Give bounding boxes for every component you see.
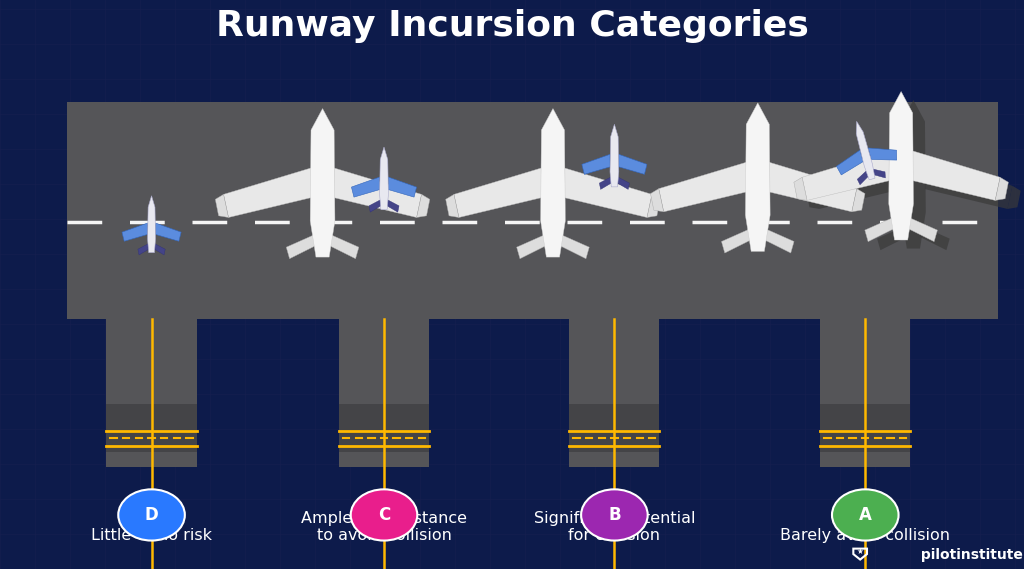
Polygon shape bbox=[559, 234, 589, 259]
Polygon shape bbox=[310, 109, 335, 257]
Text: D: D bbox=[144, 506, 159, 524]
Text: Little or no risk: Little or no risk bbox=[91, 529, 212, 543]
Polygon shape bbox=[517, 234, 547, 259]
Polygon shape bbox=[541, 109, 565, 257]
Polygon shape bbox=[865, 217, 895, 242]
Polygon shape bbox=[658, 162, 746, 212]
Text: Barely avoid collision: Barely avoid collision bbox=[780, 529, 950, 543]
Polygon shape bbox=[454, 168, 542, 217]
Polygon shape bbox=[155, 244, 165, 255]
Polygon shape bbox=[650, 189, 664, 212]
Polygon shape bbox=[329, 234, 358, 259]
Polygon shape bbox=[1008, 186, 1021, 209]
Polygon shape bbox=[837, 150, 863, 175]
Text: Ample time/distance
to avoid collision: Ample time/distance to avoid collision bbox=[301, 511, 467, 543]
Text: B: B bbox=[608, 506, 621, 524]
Polygon shape bbox=[868, 148, 897, 160]
Polygon shape bbox=[417, 195, 430, 217]
Ellipse shape bbox=[118, 489, 185, 541]
Polygon shape bbox=[925, 159, 1013, 209]
Polygon shape bbox=[599, 177, 611, 189]
Polygon shape bbox=[857, 171, 868, 185]
Text: Runway Incursion Categories: Runway Incursion Categories bbox=[216, 9, 808, 43]
Polygon shape bbox=[856, 121, 874, 180]
Polygon shape bbox=[745, 103, 770, 251]
Polygon shape bbox=[610, 124, 618, 187]
Polygon shape bbox=[794, 178, 807, 200]
Text: ★: ★ bbox=[857, 547, 863, 556]
Polygon shape bbox=[445, 195, 459, 217]
Polygon shape bbox=[147, 196, 156, 253]
Polygon shape bbox=[995, 178, 1009, 200]
Text: A: A bbox=[859, 506, 871, 524]
Polygon shape bbox=[769, 162, 857, 212]
Polygon shape bbox=[388, 177, 417, 197]
Text: pilotinstitute: pilotinstitute bbox=[916, 548, 1023, 562]
Polygon shape bbox=[351, 177, 380, 197]
Polygon shape bbox=[617, 177, 630, 189]
Polygon shape bbox=[223, 168, 311, 217]
Polygon shape bbox=[122, 223, 147, 241]
FancyBboxPatch shape bbox=[569, 319, 659, 467]
Polygon shape bbox=[369, 200, 381, 212]
Polygon shape bbox=[806, 186, 819, 209]
Text: C: C bbox=[378, 506, 390, 524]
Polygon shape bbox=[852, 189, 865, 212]
Ellipse shape bbox=[350, 489, 418, 541]
Polygon shape bbox=[889, 92, 913, 240]
FancyBboxPatch shape bbox=[67, 102, 998, 319]
Polygon shape bbox=[920, 225, 949, 250]
Polygon shape bbox=[814, 159, 902, 209]
Polygon shape bbox=[380, 147, 388, 209]
FancyBboxPatch shape bbox=[339, 404, 429, 452]
Text: Significant potential
for collision: Significant potential for collision bbox=[534, 511, 695, 543]
Polygon shape bbox=[287, 234, 316, 259]
FancyBboxPatch shape bbox=[569, 404, 659, 452]
Polygon shape bbox=[647, 195, 660, 217]
Polygon shape bbox=[764, 228, 794, 253]
FancyBboxPatch shape bbox=[106, 404, 197, 452]
FancyBboxPatch shape bbox=[339, 319, 429, 467]
Ellipse shape bbox=[831, 489, 899, 541]
FancyBboxPatch shape bbox=[820, 319, 910, 467]
Polygon shape bbox=[215, 195, 228, 217]
Polygon shape bbox=[138, 244, 148, 255]
Polygon shape bbox=[334, 168, 422, 217]
FancyBboxPatch shape bbox=[820, 404, 910, 452]
Polygon shape bbox=[907, 217, 937, 242]
Polygon shape bbox=[878, 225, 907, 250]
Polygon shape bbox=[618, 154, 647, 174]
Polygon shape bbox=[901, 100, 926, 249]
Polygon shape bbox=[387, 200, 399, 212]
Polygon shape bbox=[912, 151, 1000, 200]
Polygon shape bbox=[802, 151, 890, 200]
Polygon shape bbox=[582, 154, 610, 174]
Polygon shape bbox=[564, 168, 652, 217]
FancyBboxPatch shape bbox=[106, 319, 197, 467]
Polygon shape bbox=[872, 169, 886, 178]
Ellipse shape bbox=[581, 489, 648, 541]
Polygon shape bbox=[722, 228, 752, 253]
Polygon shape bbox=[156, 223, 181, 241]
